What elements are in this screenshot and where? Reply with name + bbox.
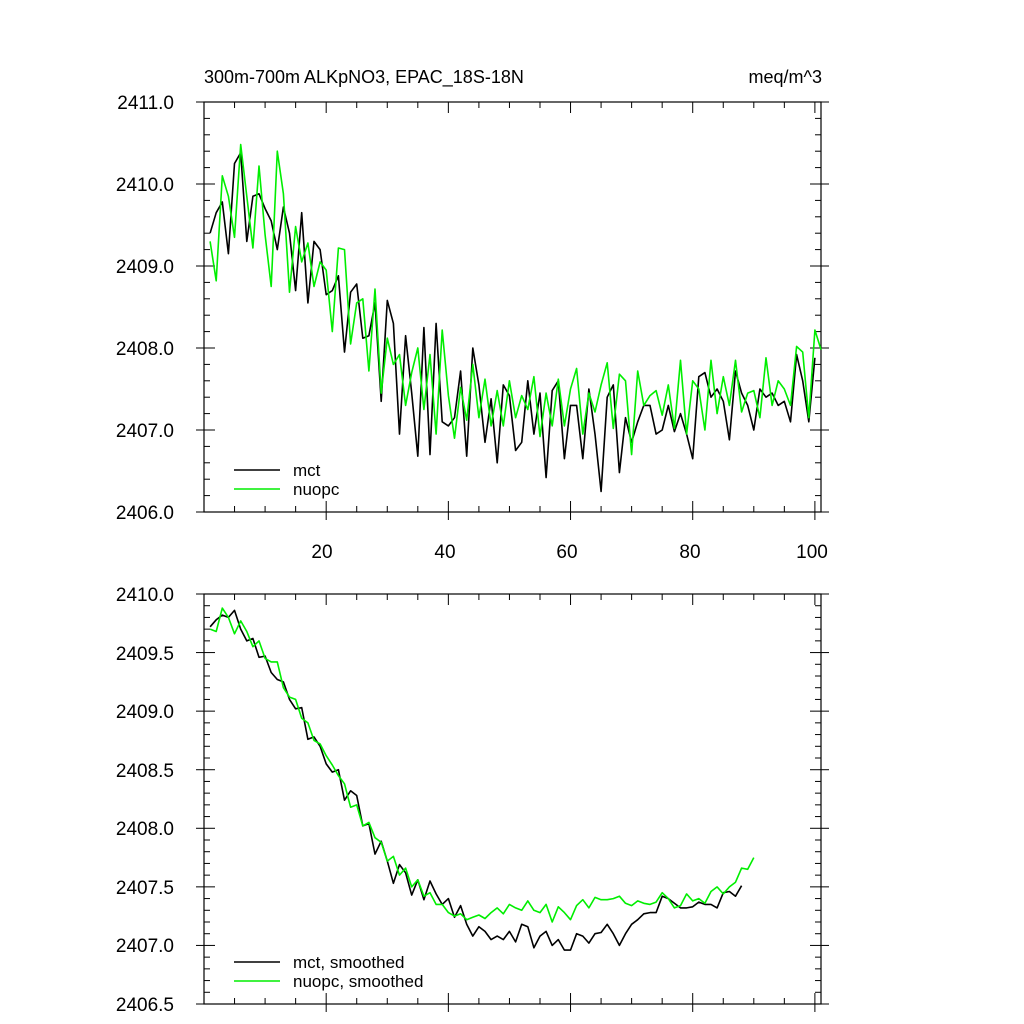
panel-top-plot-area xyxy=(209,143,822,493)
x-tick-label: 100 xyxy=(796,542,828,563)
y-tick-label: 2411.0 xyxy=(117,93,174,114)
y-tick-label: 2408.5 xyxy=(116,761,174,782)
panel-top-title: 300m-700m ALKpNO3, EPAC_18S-18N xyxy=(204,67,524,88)
panel-bottom: 2406.5 2407.0 2407.5 2408.0 2408.5 2409.… xyxy=(116,585,829,1016)
series-line-nuopc xyxy=(209,143,822,456)
y-tick-label: 2409.5 xyxy=(116,644,174,665)
x-tick-label: 40 xyxy=(434,542,455,563)
series-line-mct-smoothed xyxy=(209,609,743,951)
panel-bottom-plot-area xyxy=(209,607,755,951)
legend-label-nuopc: nuopc xyxy=(293,480,340,499)
series-line-mct xyxy=(209,152,816,493)
panel-bottom-frame xyxy=(203,593,822,1005)
legend-label-nuopc-smoothed: nuopc, smoothed xyxy=(293,972,423,991)
x-tick-label: 80 xyxy=(679,542,700,563)
x-tick-label: 60 xyxy=(556,542,577,563)
y-tick-label: 2408.0 xyxy=(116,339,174,360)
panel-top: 300m-700m ALKpNO3, EPAC_18S-18N meq/m^3 … xyxy=(116,67,829,563)
y-tick-label: 2406.5 xyxy=(116,995,174,1016)
y-tick-label: 2409.0 xyxy=(116,702,174,723)
x-tick-label: 20 xyxy=(311,542,332,563)
legend-label-mct: mct xyxy=(293,461,321,480)
y-tick-label: 2406.0 xyxy=(116,503,174,524)
series-line-nuopc-smoothed xyxy=(209,607,755,923)
panel-top-units: meq/m^3 xyxy=(749,67,822,87)
y-tick-label: 2408.0 xyxy=(116,819,174,840)
panel-bottom-y-tick-labels: 2406.5 2407.0 2407.5 2408.0 2408.5 2409.… xyxy=(116,585,174,1016)
y-tick-label: 2409.0 xyxy=(116,257,174,278)
panel-bottom-ticks xyxy=(196,593,829,1012)
panel-top-ticks xyxy=(196,101,829,520)
panel-top-legend: mct nuopc xyxy=(234,461,340,499)
y-tick-label: 2407.5 xyxy=(116,878,174,899)
panel-bottom-legend: mct, smoothed nuopc, smoothed xyxy=(234,953,423,991)
panel-top-y-tick-labels: 2406.0 2407.0 2408.0 2409.0 2410.0 2411.… xyxy=(116,93,174,524)
y-tick-label: 2410.0 xyxy=(116,175,174,196)
y-tick-label: 2407.0 xyxy=(116,936,174,957)
legend-label-mct-smoothed: mct, smoothed xyxy=(293,953,405,972)
panel-top-frame xyxy=(203,101,822,513)
y-tick-label: 2410.0 xyxy=(116,585,174,606)
y-tick-label: 2407.0 xyxy=(116,421,174,442)
panel-top-x-tick-labels: 20 40 60 80 100 xyxy=(311,542,827,563)
